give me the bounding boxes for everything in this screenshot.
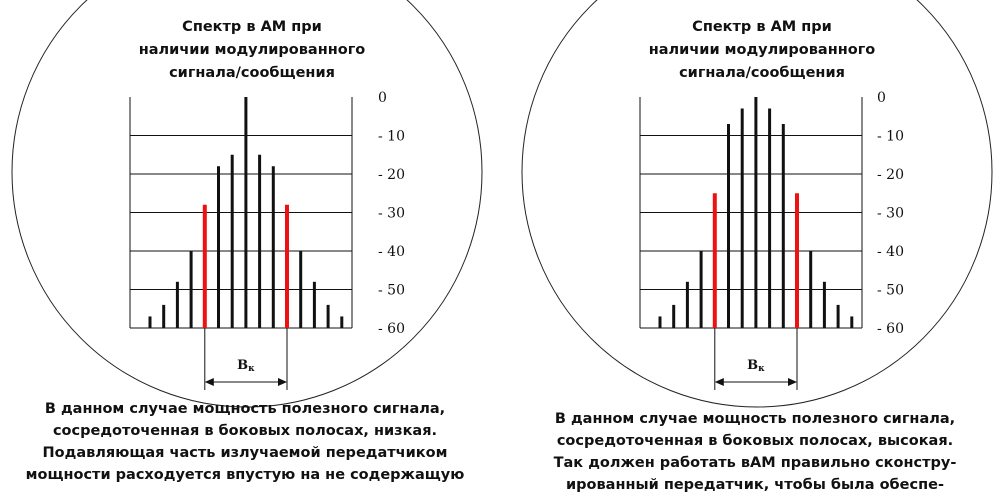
- y-tick-label: 0: [378, 90, 387, 106]
- bandwidth-label: Bк: [237, 358, 255, 374]
- panel-title-line: наличии модулированного: [139, 42, 366, 58]
- y-tick-label: - 10: [877, 129, 904, 145]
- caption-line: ированный передатчик, чтобы была обеспе-: [566, 477, 944, 493]
- caption-line: сосредоточенная в боковых полосах, низка…: [52, 423, 438, 439]
- caption-line: В данном случае мощность полезного сигна…: [44, 401, 446, 417]
- panel-title-line: сигнала/сообщения: [679, 65, 845, 81]
- panel-title-line: сигнала/сообщения: [169, 65, 335, 81]
- caption-line: В данном случае мощность полезного сигна…: [554, 411, 956, 427]
- spectrum-panel-low-sideband: Спектр в АМ при наличии модулированного си…: [11, 0, 483, 408]
- y-tick-label: - 30: [877, 206, 904, 222]
- y-tick-label: - 50: [877, 283, 904, 299]
- y-tick-label: - 20: [877, 167, 904, 183]
- caption-line: сосредоточенная в боковых полосах, высок…: [556, 433, 954, 449]
- y-tick-label: 0: [877, 90, 886, 106]
- y-tick-label: - 60: [877, 321, 904, 337]
- y-tick-label: - 20: [378, 167, 405, 183]
- bandwidth-arrow-head-right: [278, 378, 287, 386]
- panel-title-line: Спектр в АМ при: [692, 19, 832, 35]
- panel-title-line: Спектр в АМ при: [182, 19, 322, 35]
- bandwidth-arrow-head-right: [788, 378, 797, 386]
- spectrum-panel-high-sideband: Спектр в АМ при наличии модулированного си…: [521, 0, 993, 408]
- y-tick-label: - 40: [378, 244, 405, 260]
- bandwidth-subscript: к: [248, 364, 255, 374]
- y-tick-label: - 10: [378, 129, 405, 145]
- caption-low-sideband: В данном случае мощность полезного сигна…: [0, 398, 490, 486]
- caption-line: Так должен работать вАМ правильно сконст…: [553, 455, 957, 471]
- scope-circle: [11, 0, 483, 408]
- panel-title-line: наличии модулированного: [649, 42, 876, 58]
- bandwidth-arrow-head-left: [714, 378, 724, 386]
- y-tick-label: - 60: [378, 321, 405, 337]
- bandwidth-label: Bк: [747, 358, 765, 374]
- y-tick-label: - 30: [378, 206, 405, 222]
- caption-line: мощности расходуется впустую на не содер…: [25, 467, 465, 483]
- bandwidth-arrow-head-left: [204, 378, 214, 386]
- caption-line: Подавляющая часть излучаемой передатчико…: [42, 445, 448, 461]
- scope-circle: [521, 0, 993, 408]
- caption-high-sideband: В данном случае мощность полезного сигна…: [510, 408, 1000, 496]
- bandwidth-subscript: к: [758, 364, 765, 374]
- y-tick-label: - 50: [378, 283, 405, 299]
- y-tick-label: - 40: [877, 244, 904, 260]
